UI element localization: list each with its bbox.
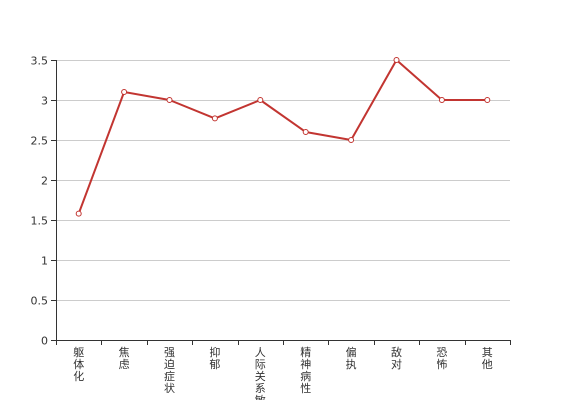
x-tick-label: 其他 — [482, 346, 493, 371]
series-line-0 — [77, 59, 489, 215]
y-tick-label: 2 — [41, 175, 48, 188]
axes — [51, 60, 511, 345]
y-tick-label: 0 — [41, 335, 48, 348]
y-axis-tick-labels: 0 0.5 1 1.5 2 2.5 3 3.5 — [31, 55, 49, 348]
x-tick-label: 偏执 — [346, 345, 357, 371]
x-tick-label: 躯体化 — [73, 346, 84, 383]
data-point[interactable] — [75, 210, 82, 217]
y-tick-label: 3.5 — [31, 55, 49, 68]
data-point[interactable] — [257, 97, 264, 103]
data-point[interactable] — [166, 97, 173, 103]
x-tick-label: 恐怖 — [436, 346, 447, 371]
y-tick-label: 1 — [41, 255, 48, 268]
data-point[interactable] — [393, 57, 400, 63]
x-axis-tick-labels: 躯体化 焦虑 强迫症状 抑郁 人际关系敏感 精神病性 偏执 敌对 恐怖 其他 — [73, 345, 493, 400]
x-tick-label: 强迫症状 — [164, 346, 175, 395]
series-layer — [75, 57, 491, 217]
x-tick-label: 抑郁 — [209, 345, 220, 371]
y-tick-label: 3 — [41, 95, 48, 108]
data-point[interactable] — [211, 115, 218, 122]
x-tick-label: 精神病性 — [300, 346, 311, 395]
y-tick-label: 0.5 — [31, 295, 49, 308]
data-point[interactable] — [348, 137, 355, 143]
x-tick-label: 焦虑 — [119, 346, 130, 371]
y-tick-label: 2.5 — [31, 135, 49, 148]
grid-lines — [56, 60, 510, 301]
data-point[interactable] — [484, 97, 491, 103]
x-tick-label: 人际关系敏感 — [255, 346, 266, 400]
data-point[interactable] — [438, 97, 445, 103]
data-point[interactable] — [121, 89, 128, 95]
x-tick-label: 敌对 — [391, 345, 402, 371]
y-tick-label: 1.5 — [31, 215, 49, 228]
data-point[interactable] — [302, 129, 309, 135]
